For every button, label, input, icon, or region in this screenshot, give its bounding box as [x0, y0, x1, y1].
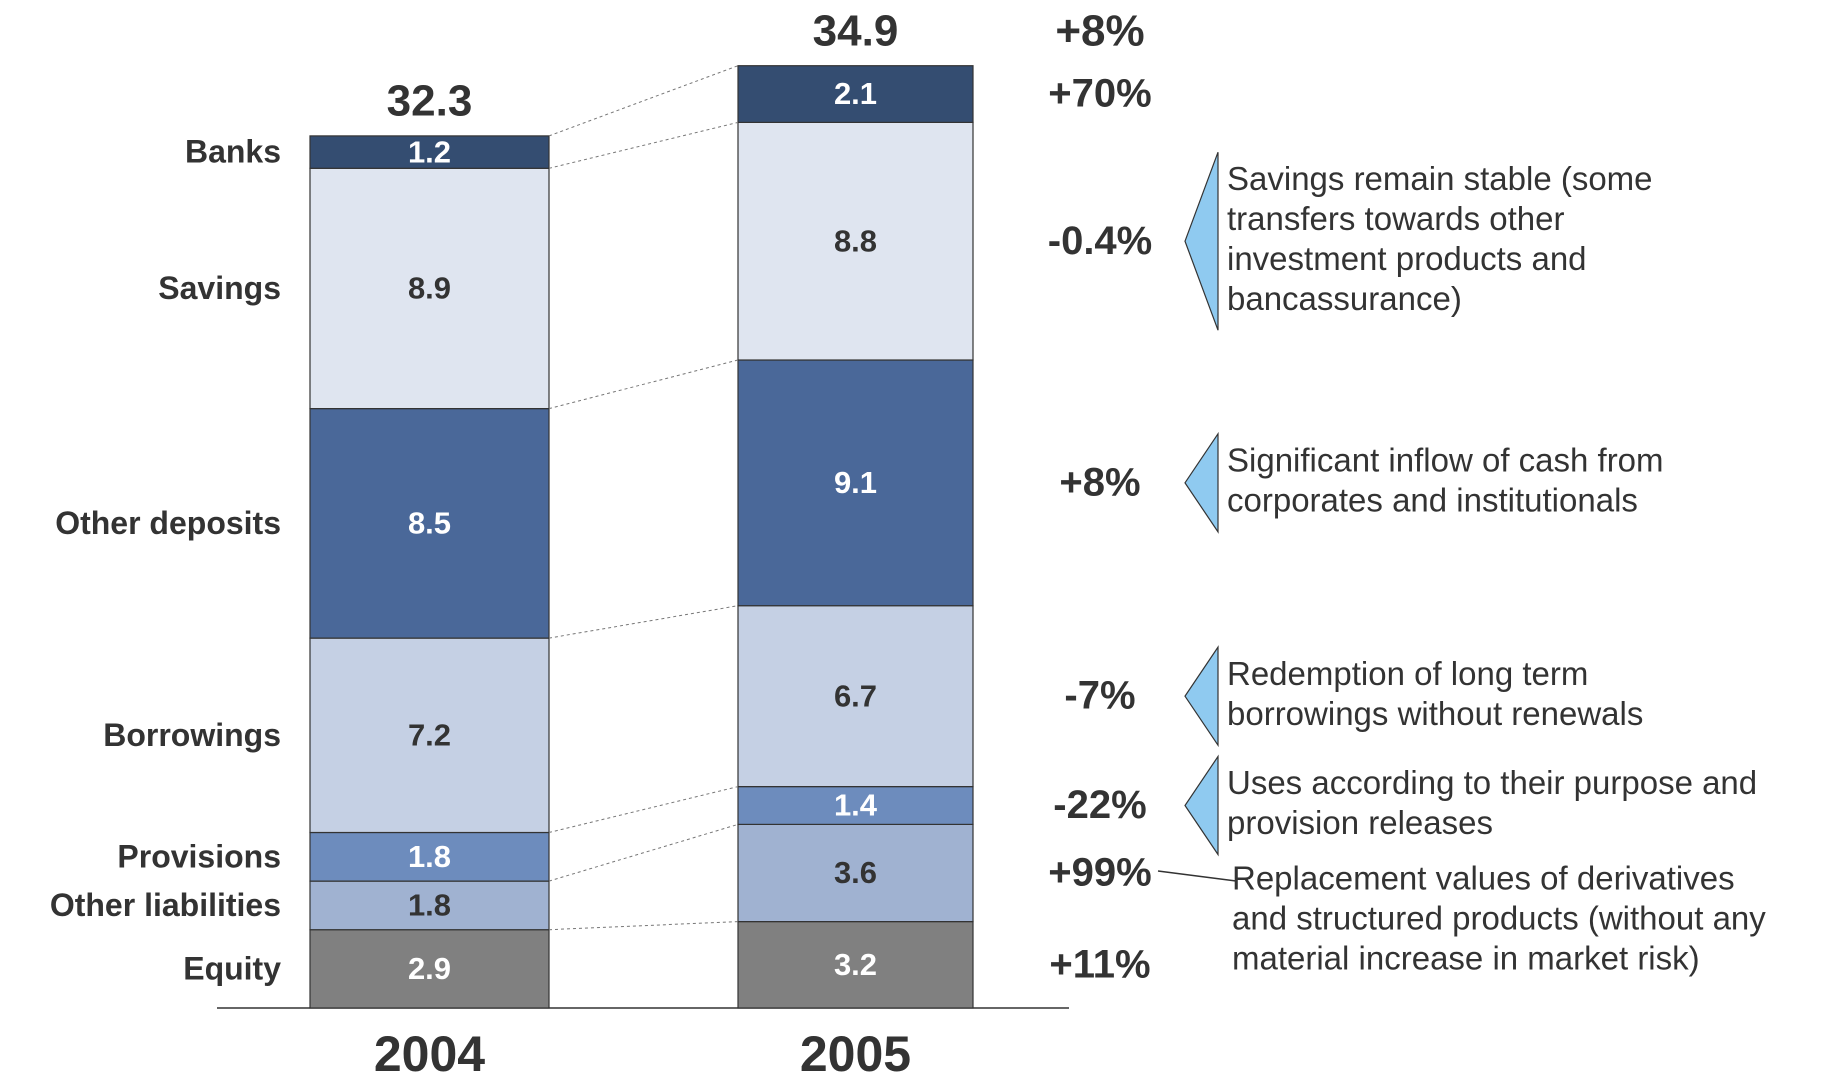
x-tick-label: 2005 [800, 1026, 911, 1082]
segment-label: 6.7 [834, 678, 877, 713]
note-text: corporates and institutionals [1227, 482, 1638, 519]
series-label: Provisions [117, 838, 281, 874]
change-label: -22% [1053, 783, 1146, 827]
total-label: 34.9 [813, 6, 899, 55]
bar-segment [737, 785, 974, 825]
note-text: borrowings without renewals [1227, 695, 1643, 732]
x-tick-label: 2004 [374, 1026, 485, 1082]
connector [548, 359, 739, 410]
note-marker [1184, 754, 1219, 857]
connector [548, 823, 739, 882]
total-change-label: +8% [1055, 6, 1144, 55]
note-text: Uses according to their purpose and [1227, 764, 1757, 801]
segment-label: 3.6 [834, 855, 877, 890]
connector [548, 921, 739, 931]
change-label: +70% [1048, 72, 1151, 116]
segment-label: 7.2 [408, 717, 451, 752]
bar-segment [309, 880, 550, 931]
change-label: +99% [1048, 851, 1151, 895]
bar-segment [737, 605, 974, 788]
change-label: +8% [1059, 460, 1140, 504]
bar-segment [309, 167, 550, 410]
connector [548, 605, 739, 639]
segment-label: 1.2 [408, 134, 451, 169]
segment-label: 9.1 [834, 465, 877, 500]
series-label: Savings [158, 270, 281, 306]
note-text: Redemption of long term [1227, 655, 1588, 692]
connector [548, 121, 739, 169]
connector [548, 65, 739, 137]
bar-segment [737, 823, 974, 923]
series-label: Banks [185, 134, 281, 170]
bar-segment [737, 65, 974, 123]
note-text: Savings remain stable (some [1227, 160, 1653, 197]
connector [548, 786, 739, 833]
note-text: and structured products (without any [1232, 900, 1766, 937]
note-text: provision releases [1227, 804, 1493, 841]
segment-label: 8.5 [408, 506, 451, 541]
segment-label: 1.4 [834, 788, 878, 823]
series-label: Equity [183, 950, 281, 986]
segment-label: 3.2 [834, 947, 877, 982]
segment-label: 1.8 [408, 839, 451, 874]
bar-segment [737, 920, 974, 1009]
note-text: bancassurance) [1227, 280, 1462, 317]
note-text: investment products and [1227, 240, 1587, 277]
bar-segment [309, 135, 550, 169]
note-marker [1184, 151, 1219, 331]
series-label: Borrowings [103, 717, 281, 753]
change-label: -0.4% [1048, 219, 1153, 263]
segment-label: 8.9 [408, 271, 451, 306]
bar-segment [737, 121, 974, 361]
segment-label: 1.8 [408, 888, 451, 923]
bar-segment [309, 929, 550, 1009]
segment-label: 2.1 [834, 76, 877, 111]
bar-segment [309, 408, 550, 639]
note-text: transfers towards other [1227, 200, 1564, 237]
note-text: Replacement values of derivatives [1232, 860, 1735, 897]
note-leader [1157, 870, 1237, 882]
segment-label: 8.8 [834, 223, 877, 258]
note-text: material increase in market risk) [1232, 940, 1700, 977]
total-label: 32.3 [387, 77, 473, 126]
bar-segment [737, 359, 974, 607]
segment-label: 2.9 [408, 951, 451, 986]
change-label: +11% [1049, 942, 1150, 986]
note-text: Significant inflow of cash from [1227, 442, 1664, 479]
bar-segment [309, 637, 550, 834]
note-marker [1184, 645, 1219, 748]
series-label: Other deposits [55, 505, 281, 541]
series-label: Other liabilities [50, 887, 281, 923]
note-marker [1184, 431, 1219, 534]
change-label: -7% [1064, 674, 1135, 718]
